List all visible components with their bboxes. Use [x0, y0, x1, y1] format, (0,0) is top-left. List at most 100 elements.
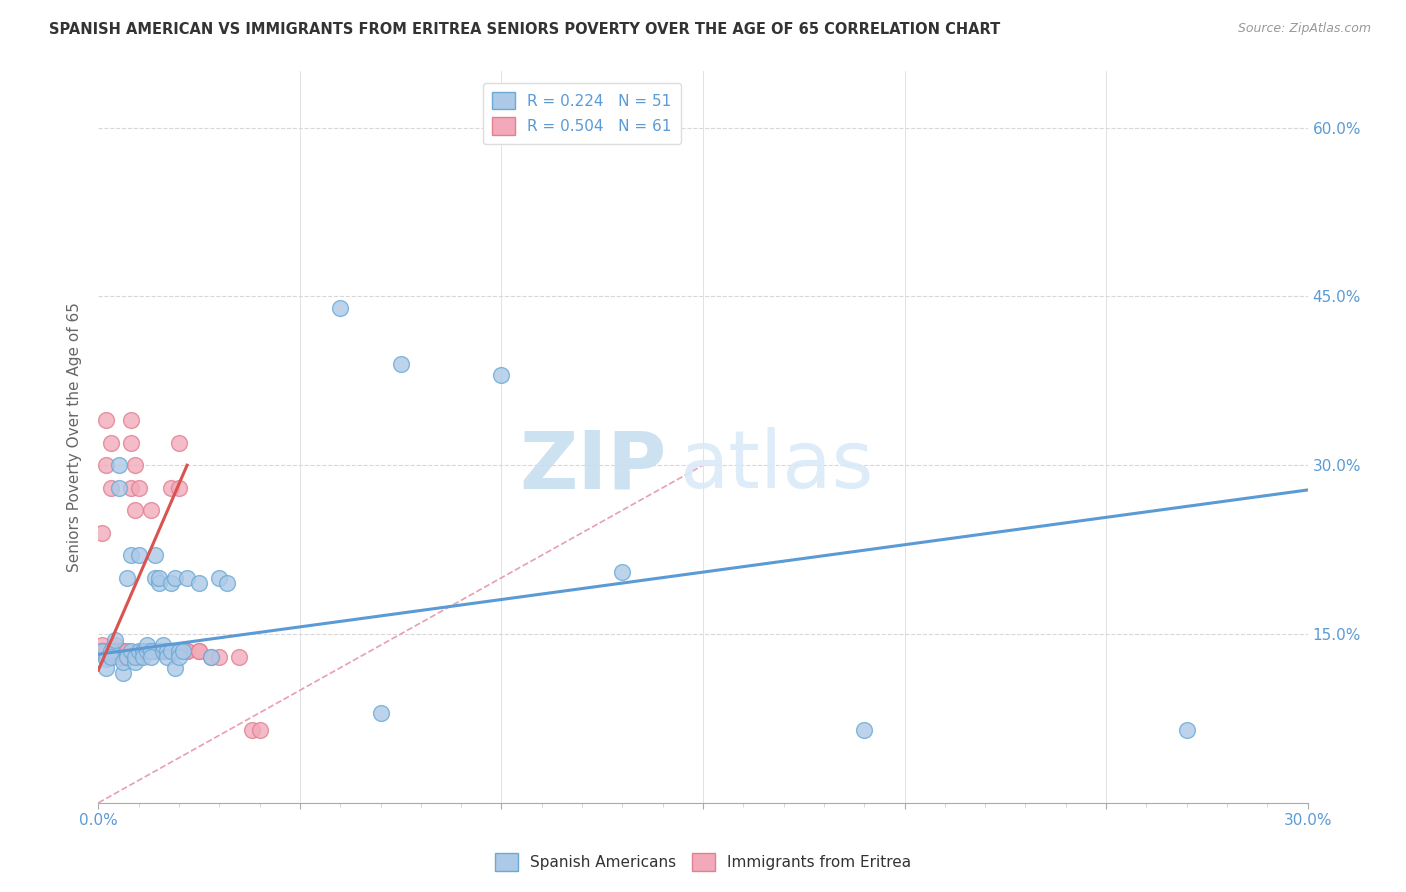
Point — [249, 723, 271, 737]
Point — [124, 655, 146, 669]
Point — [91, 644, 114, 658]
Point — [132, 644, 155, 658]
Point — [128, 481, 150, 495]
Point — [107, 481, 129, 495]
Point — [208, 571, 231, 585]
Point — [100, 481, 122, 495]
Point — [156, 649, 179, 664]
Point — [96, 649, 118, 664]
Point — [200, 649, 222, 664]
Point — [100, 644, 122, 658]
Point — [176, 571, 198, 585]
Point — [128, 644, 150, 658]
Point — [115, 649, 138, 664]
Point — [143, 644, 166, 658]
Point — [228, 649, 250, 664]
Point — [160, 576, 183, 591]
Point — [120, 413, 142, 427]
Point — [103, 644, 125, 658]
Point — [120, 644, 142, 658]
Point — [91, 638, 114, 652]
Point — [853, 723, 876, 737]
Point — [160, 481, 183, 495]
Point — [491, 368, 513, 383]
Point — [160, 644, 183, 658]
Point — [217, 576, 239, 591]
Point — [143, 571, 166, 585]
Point — [152, 644, 174, 658]
Legend: R = 0.224   N = 51, R = 0.504   N = 61: R = 0.224 N = 51, R = 0.504 N = 61 — [484, 83, 681, 144]
Point — [139, 644, 162, 658]
Point — [176, 644, 198, 658]
Point — [100, 649, 122, 664]
Point — [111, 666, 134, 681]
Point — [107, 458, 129, 473]
Point — [103, 632, 125, 647]
Point — [612, 565, 634, 579]
Point — [96, 644, 118, 658]
Point — [120, 548, 142, 562]
Text: ZIP: ZIP — [519, 427, 666, 506]
Point — [152, 644, 174, 658]
Point — [143, 644, 166, 658]
Point — [111, 644, 134, 658]
Point — [167, 644, 190, 658]
Point — [96, 661, 118, 675]
Point — [128, 649, 150, 664]
Point — [103, 644, 125, 658]
Point — [389, 357, 412, 371]
Point — [103, 644, 125, 658]
Point — [124, 458, 146, 473]
Point — [208, 649, 231, 664]
Point — [135, 644, 157, 658]
Point — [107, 644, 129, 658]
Point — [100, 644, 122, 658]
Point — [139, 649, 162, 664]
Point — [132, 644, 155, 658]
Point — [167, 435, 190, 450]
Point — [139, 644, 162, 658]
Point — [115, 571, 138, 585]
Point — [107, 649, 129, 664]
Text: SPANISH AMERICAN VS IMMIGRANTS FROM ERITREA SENIORS POVERTY OVER THE AGE OF 65 C: SPANISH AMERICAN VS IMMIGRANTS FROM ERIT… — [49, 22, 1001, 37]
Point — [91, 644, 114, 658]
Y-axis label: Seniors Poverty Over the Age of 65: Seniors Poverty Over the Age of 65 — [67, 302, 83, 572]
Point — [96, 644, 118, 658]
Point — [148, 644, 170, 658]
Point — [91, 525, 114, 540]
Point — [103, 638, 125, 652]
Point — [107, 644, 129, 658]
Point — [163, 571, 186, 585]
Point — [240, 723, 263, 737]
Point — [120, 481, 142, 495]
Point — [188, 644, 211, 658]
Point — [172, 644, 194, 658]
Point — [176, 644, 198, 658]
Point — [152, 638, 174, 652]
Point — [96, 652, 118, 666]
Point — [167, 481, 190, 495]
Point — [111, 644, 134, 658]
Point — [91, 644, 114, 658]
Point — [124, 503, 146, 517]
Point — [143, 548, 166, 562]
Point — [115, 649, 138, 664]
Point — [148, 571, 170, 585]
Point — [115, 644, 138, 658]
Point — [120, 435, 142, 450]
Point — [329, 301, 352, 315]
Point — [1175, 723, 1198, 737]
Point — [200, 649, 222, 664]
Point — [96, 458, 118, 473]
Point — [100, 649, 122, 664]
Point — [152, 644, 174, 658]
Point — [128, 548, 150, 562]
Point — [156, 644, 179, 658]
Point — [124, 649, 146, 664]
Point — [107, 644, 129, 658]
Point — [135, 644, 157, 658]
Point — [103, 644, 125, 658]
Point — [100, 435, 122, 450]
Point — [370, 706, 392, 720]
Text: atlas: atlas — [679, 427, 873, 506]
